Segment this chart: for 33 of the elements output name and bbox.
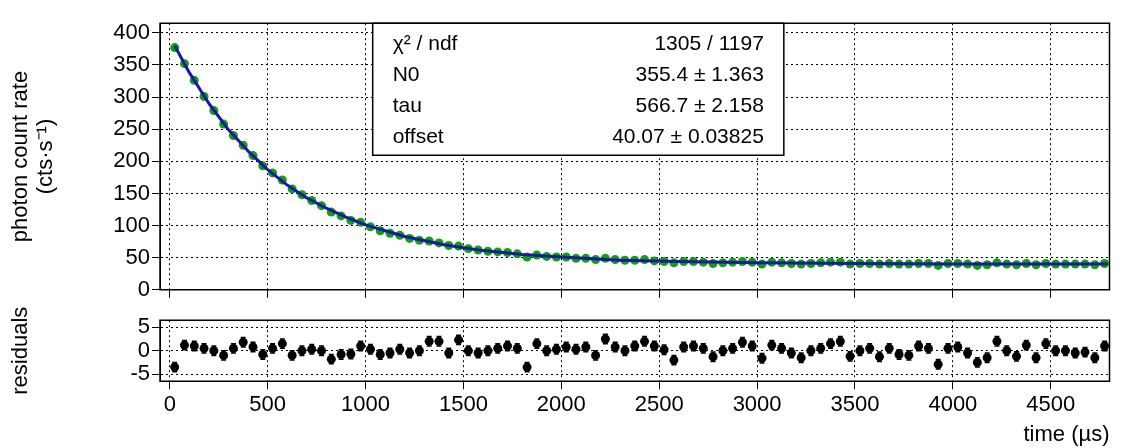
- x-axis-title: time (µs): [1023, 420, 1110, 446]
- annotation: 1305 / 1197: [654, 31, 764, 55]
- annotation: tau: [392, 93, 422, 117]
- annotation: 40.07 ± 0.03825: [612, 124, 764, 148]
- annotation: N0: [392, 62, 420, 86]
- y-axis-title: photon count rate (cts·s⁻¹): [6, 70, 58, 243]
- x-tick-label: 4000: [928, 391, 978, 417]
- y-tick-label: 100: [113, 211, 150, 237]
- annotation: offset: [392, 124, 444, 148]
- y-tick-label: 0: [137, 336, 150, 362]
- y-tick-label: 0: [137, 275, 150, 301]
- y-axis-title: residuals: [6, 306, 32, 395]
- y-tick-label: 50: [125, 243, 150, 269]
- y-tick-label: 350: [113, 51, 150, 77]
- annotation: 355.4 ± 1.363: [635, 62, 764, 86]
- annotation: χ² / ndf: [392, 31, 458, 55]
- x-tick-label: 4500: [1026, 391, 1076, 417]
- x-tick-label: 3000: [732, 391, 782, 417]
- x-tick-label: 1500: [438, 391, 488, 417]
- y-tick-label: 200: [113, 147, 150, 173]
- y-tick-label: 150: [113, 179, 150, 205]
- x-tick-label: 2000: [536, 391, 586, 417]
- x-tick-label: 3500: [830, 391, 880, 417]
- x-tick-label: 1000: [341, 391, 391, 417]
- x-tick-label: 2500: [634, 391, 684, 417]
- y-tick-label: 400: [113, 18, 150, 44]
- x-tick-label: 0: [163, 391, 176, 417]
- y-tick-label: -5: [130, 360, 150, 386]
- annotation: 566.7 ± 2.158: [635, 93, 764, 117]
- y-tick-label: 250: [113, 115, 150, 141]
- x-tick-label: 500: [249, 391, 287, 417]
- y-tick-label: 5: [137, 313, 150, 339]
- y-tick-label: 300: [113, 83, 150, 109]
